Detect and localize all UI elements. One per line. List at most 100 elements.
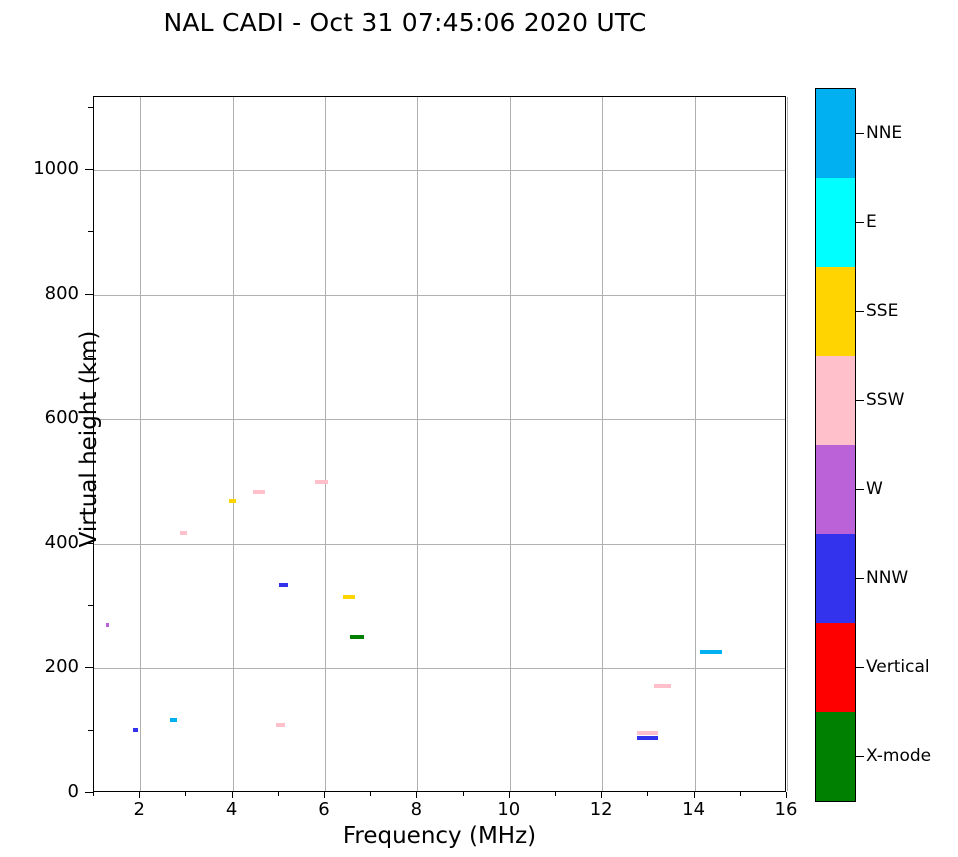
echo-trace (275, 722, 285, 727)
y-axis-minor-tick (88, 231, 93, 233)
y-axis-tick-label: 800 (44, 282, 79, 304)
colorbar-tick-label: Vertical (866, 656, 930, 677)
colorbar-tick (856, 132, 864, 134)
x-axis-tick-label: 8 (410, 799, 423, 820)
gridline-vertical (602, 97, 604, 791)
x-axis-tick (324, 792, 325, 798)
y-axis-label: Virtual height (km) (76, 330, 102, 548)
colorbar-tick (856, 221, 864, 223)
colorbar-tick-label: NNE (866, 122, 903, 143)
y-axis-minor-tick (88, 480, 93, 482)
echo-trace (653, 683, 672, 688)
x-axis-tick (786, 792, 787, 798)
y-axis-minor-tick (88, 106, 93, 108)
x-axis-minor-tick (93, 792, 94, 796)
echo-trace (169, 717, 178, 722)
colorbar-segment-x-mode (816, 712, 855, 801)
gridline-vertical (787, 97, 788, 791)
echo-trace (636, 731, 659, 736)
echo-trace (343, 594, 355, 599)
x-axis-minor-tick (185, 792, 187, 796)
gridline-horizontal (94, 668, 785, 670)
y-axis-minor-tick (88, 729, 93, 731)
y-axis-tick (85, 792, 93, 793)
echo-trace (314, 480, 328, 485)
x-axis-label: Frequency (MHz) (342, 823, 537, 849)
gridline-horizontal (94, 419, 785, 421)
x-axis-tick (231, 792, 233, 798)
x-axis-tick-label: 12 (589, 799, 613, 820)
colorbar-tick-label: SSW (866, 389, 905, 410)
x-axis-minor-tick (462, 792, 464, 796)
gridlines (94, 97, 788, 791)
y-axis-tick (85, 418, 93, 420)
colorbar-segment-w (816, 445, 855, 534)
y-axis-tick (85, 542, 93, 544)
y-axis-tick (85, 293, 93, 295)
y-axis-tick-label: 400 (44, 531, 79, 553)
colorbar-tick-label: SSE (866, 300, 899, 321)
colorbar-segment-sse (816, 267, 855, 356)
x-axis-tick-label: 6 (318, 799, 330, 820)
x-axis-tick-label: 10 (497, 799, 521, 820)
y-axis-tick-label: 200 (44, 656, 79, 678)
colorbar-segment-e (816, 178, 855, 267)
y-axis-tick (85, 667, 93, 669)
x-axis-minor-tick (555, 792, 556, 796)
colorbar-segment-nnw (816, 534, 855, 623)
echo-trace (106, 622, 110, 627)
x-axis-tick (601, 792, 603, 798)
echo-trace (253, 490, 265, 494)
colorbar-tick (856, 666, 864, 668)
y-axis-tick-label: 1000 (33, 157, 79, 179)
colorbar-tick (856, 577, 864, 579)
gridline-horizontal (94, 294, 785, 296)
echo-trace (229, 499, 236, 504)
x-axis-minor-tick (370, 792, 372, 796)
colorbar-tick (856, 488, 864, 490)
x-axis-tick-label: 2 (133, 799, 145, 820)
colorbar-segment-vertical (816, 623, 855, 712)
colorbar-tick-label: NNW (866, 567, 909, 588)
colorbar-tick-label: W (866, 478, 883, 499)
y-axis-tick-label: 600 (44, 407, 79, 429)
colorbar-segment-nne (816, 89, 855, 178)
colorbar-tick (856, 310, 864, 312)
x-axis-tick-label: 4 (225, 799, 238, 820)
plot-area (93, 96, 788, 792)
x-axis-minor-tick (647, 792, 649, 796)
x-axis-tick (416, 792, 418, 798)
echo-trace (132, 728, 139, 733)
x-axis-tick-label: 14 (682, 799, 706, 820)
y-axis-tick (85, 168, 93, 170)
y-axis-minor-tick (88, 605, 93, 607)
colorbar (815, 88, 856, 802)
gridline-vertical (694, 97, 696, 791)
gridline-horizontal (94, 543, 785, 545)
echo-trace (278, 582, 288, 587)
x-axis-tick-label: 16 (774, 799, 798, 820)
gridline-vertical (417, 97, 419, 791)
gridline-vertical (232, 97, 234, 791)
x-axis-tick (139, 792, 141, 798)
gridline-vertical (325, 97, 326, 791)
x-axis-tick (693, 792, 695, 798)
gridline-horizontal (94, 169, 785, 171)
data-marks (94, 97, 785, 791)
colorbar-tick-label: E (866, 211, 877, 232)
echo-trace (179, 531, 187, 536)
gridline-vertical (509, 97, 511, 791)
colorbar-tick-label: X-mode (866, 745, 932, 766)
gridline-vertical (140, 97, 142, 791)
colorbar-tick (856, 755, 864, 757)
colorbar-tick (856, 399, 864, 401)
echo-trace (636, 735, 659, 740)
y-axis-minor-tick (88, 355, 93, 357)
echo-trace (699, 649, 722, 654)
x-axis-minor-tick (739, 792, 741, 796)
x-axis-tick (508, 792, 510, 798)
page-title: NAL CADI - Oct 31 07:45:06 2020 UTC (163, 8, 647, 37)
colorbar-segment-ssw (816, 356, 855, 445)
x-axis-minor-tick (277, 792, 279, 796)
echo-trace (350, 635, 365, 640)
